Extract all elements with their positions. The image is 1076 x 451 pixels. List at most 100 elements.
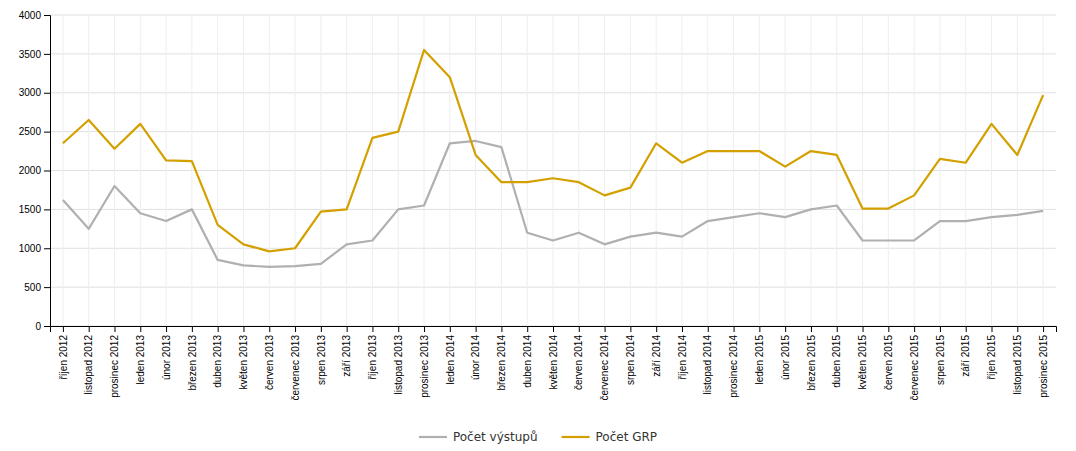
grid-line [424, 15, 425, 326]
grid-line [475, 15, 476, 326]
grid-line [733, 15, 734, 326]
tick-label: únor 2013 [161, 335, 172, 380]
tick-label: září 2013 [341, 335, 352, 377]
tick: 2000 [19, 165, 50, 176]
tick-label: červen 2013 [264, 335, 275, 390]
tick: prosinec 2013 [419, 326, 430, 398]
tick: listopad 2015 [1012, 326, 1023, 395]
grid-line [785, 15, 786, 326]
tick-label: 1000 [19, 243, 42, 254]
tick-mark [44, 171, 50, 172]
tick-label: listopad 2012 [83, 335, 94, 395]
grid-line [295, 15, 296, 326]
tick: únor 2013 [161, 326, 172, 380]
tick-label: leden 2014 [445, 335, 456, 385]
grid-line [656, 15, 657, 326]
tick: prosinec 2014 [728, 326, 739, 398]
tick: květen 2015 [857, 326, 868, 390]
tick-mark [192, 326, 193, 332]
tick-label: květen 2014 [548, 335, 559, 390]
grid-line [604, 15, 605, 326]
tick-label: říjen 2014 [677, 335, 688, 380]
tick-mark [940, 326, 941, 332]
tick: září 2015 [960, 326, 971, 377]
grid-line [346, 15, 347, 326]
tick-label: 3500 [19, 49, 42, 60]
tick-label: červenec 2014 [599, 335, 610, 401]
tick: leden 2013 [135, 326, 146, 385]
tick: květen 2013 [238, 326, 249, 390]
tick-label: srpen 2013 [316, 335, 327, 385]
tick-mark [347, 326, 348, 332]
tick-mark [527, 326, 528, 332]
tick-label: červen 2015 [883, 335, 894, 390]
grid-line [578, 15, 579, 326]
tick-label: listopad 2013 [393, 335, 404, 395]
tick: 500 [24, 282, 50, 293]
tick-mark [708, 326, 709, 332]
plot: 05001000150020002500300035004000říjen 20… [19, 10, 1057, 401]
tick-mark [837, 326, 838, 332]
tick-mark [888, 326, 889, 332]
tick-mark [114, 326, 115, 332]
tick-mark [140, 326, 141, 332]
legend-item: Počet výstupů [419, 430, 538, 444]
tick-label: červen 2014 [573, 335, 584, 390]
tick-label: 500 [24, 282, 41, 293]
tick-label: duben 2013 [212, 335, 223, 388]
grid-line [320, 15, 321, 326]
grid-line [759, 15, 760, 326]
axis-line [51, 327, 1057, 333]
grid-line [991, 15, 992, 326]
tick-label: duben 2014 [522, 335, 533, 388]
tick: leden 2014 [445, 326, 456, 385]
tick-label: srpen 2015 [935, 335, 946, 385]
tick-mark [450, 326, 451, 332]
tick: březen 2015 [806, 326, 817, 391]
tick-mark [863, 326, 864, 332]
legend-label: Počet GRP [596, 430, 658, 444]
tick: prosinec 2012 [109, 326, 120, 398]
tick: srpen 2013 [316, 326, 327, 385]
tick-mark [734, 326, 735, 332]
tick: duben 2015 [831, 326, 842, 388]
tick: červen 2015 [883, 326, 894, 390]
tick-mark [218, 326, 219, 332]
tick-mark [44, 209, 50, 210]
tick-mark [243, 326, 244, 332]
tick: 3000 [19, 87, 50, 98]
tick: únor 2014 [470, 326, 481, 380]
tick: březen 2014 [496, 326, 507, 391]
tick: červenec 2013 [290, 326, 301, 401]
tick-label: 0 [35, 321, 41, 332]
grid-line [166, 15, 167, 326]
grid-line [914, 15, 915, 326]
grid-line [965, 15, 966, 326]
tick-mark [44, 132, 50, 133]
tick: únor 2015 [780, 326, 791, 380]
tick-label: červenec 2015 [909, 335, 920, 401]
grid-line [88, 15, 89, 326]
tick-mark [372, 326, 373, 332]
tick: 3500 [19, 49, 50, 60]
tick-mark [424, 326, 425, 332]
tick-label: prosinec 2014 [728, 335, 739, 398]
grid-line [888, 15, 889, 326]
tick: srpen 2015 [935, 326, 946, 385]
tick-mark [321, 326, 322, 332]
axis-line [44, 16, 51, 327]
tick-mark [785, 326, 786, 332]
legend-label: Počet výstupů [453, 430, 538, 444]
tick-label: únor 2014 [470, 335, 481, 380]
tick-mark [44, 287, 50, 288]
tick: červen 2013 [264, 326, 275, 390]
tick: duben 2014 [522, 326, 533, 388]
tick-label: 2500 [19, 126, 42, 137]
grid-line [939, 15, 940, 326]
grid-line [398, 15, 399, 326]
legend-item: Počet GRP [562, 430, 658, 444]
tick-label: říjen 2013 [367, 335, 378, 380]
tick-mark [759, 326, 760, 332]
tick: září 2013 [341, 326, 352, 377]
tick-label: 1500 [19, 204, 42, 215]
